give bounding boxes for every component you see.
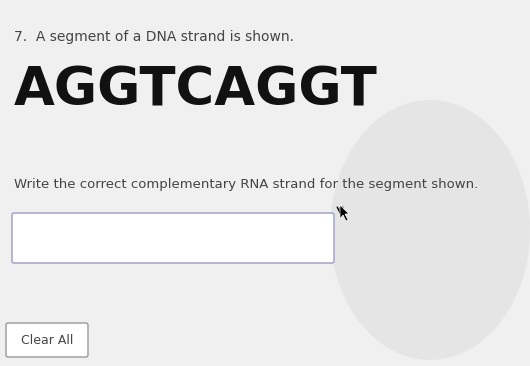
Text: Write the correct complementary RNA strand for the segment shown.: Write the correct complementary RNA stra…: [14, 178, 478, 191]
Text: 7.  A segment of a DNA strand is shown.: 7. A segment of a DNA strand is shown.: [14, 30, 294, 44]
FancyBboxPatch shape: [12, 213, 334, 263]
Ellipse shape: [330, 100, 530, 360]
Text: AGGTCAGGT: AGGTCAGGT: [14, 65, 378, 117]
Polygon shape: [340, 205, 349, 221]
Text: Clear All: Clear All: [21, 333, 73, 347]
FancyBboxPatch shape: [6, 323, 88, 357]
